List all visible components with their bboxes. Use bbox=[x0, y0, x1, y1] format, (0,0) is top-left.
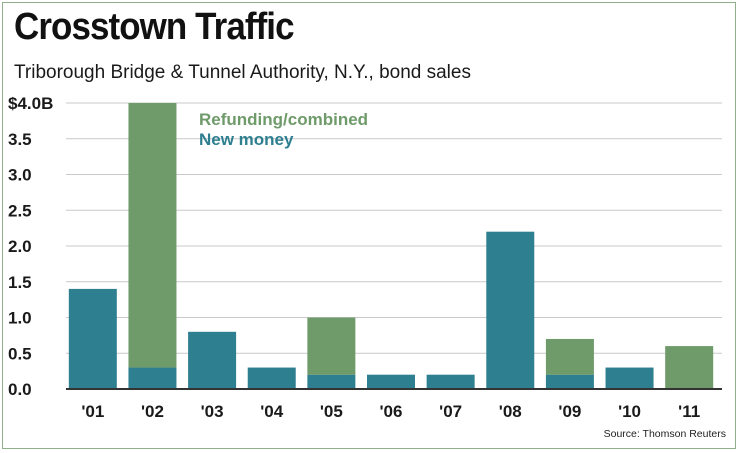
bar-refunding-combined bbox=[545, 338, 594, 375]
chart-subtitle: Triborough Bridge & Tunnel Authority, N.… bbox=[14, 62, 471, 83]
axes: 0.0 0.5 1.0 1.5 2.0 2.5 3.0 3.5 $4.0B '01 '02 '03 '0… bbox=[8, 94, 722, 421]
x-tick-label: '08 bbox=[499, 402, 522, 421]
y-tick-label: 3.0 bbox=[8, 166, 32, 185]
bar-new-money bbox=[426, 374, 475, 389]
bar-refunding-combined bbox=[307, 317, 356, 375]
bar-new-money bbox=[68, 288, 117, 389]
y-tick-label: $4.0B bbox=[8, 94, 53, 113]
x-tick-label: '11 bbox=[678, 402, 700, 421]
bar-new-money bbox=[486, 231, 535, 389]
x-tick-label: '05 bbox=[320, 402, 343, 421]
bar-new-money bbox=[367, 374, 415, 389]
bar-refunding-combined bbox=[128, 103, 177, 368]
y-tick-label: 3.5 bbox=[8, 130, 32, 149]
x-tick-label: '06 bbox=[380, 402, 403, 421]
y-tick-label: 0.5 bbox=[8, 344, 32, 363]
x-tick-label: '03 bbox=[201, 402, 224, 421]
bar-new-money bbox=[188, 331, 237, 389]
legend-refunding-combined: Refunding/combined bbox=[199, 110, 368, 129]
bar-new-money bbox=[128, 367, 177, 389]
y-tick-label: 2.5 bbox=[8, 201, 32, 220]
bars bbox=[68, 103, 714, 389]
x-tick-label: '07 bbox=[439, 402, 462, 421]
x-tick-label: '04 bbox=[260, 402, 283, 421]
bar-new-money bbox=[545, 374, 594, 389]
x-tick-label: '02 bbox=[141, 402, 164, 421]
x-tick-label: '10 bbox=[618, 402, 641, 421]
chart-title: Crosstown Traffic bbox=[14, 6, 295, 48]
source-note: Source: Thomson Reuters bbox=[603, 428, 726, 440]
legend-new-money: New money bbox=[199, 130, 294, 149]
bar-new-money bbox=[605, 367, 654, 389]
x-tick-label: '09 bbox=[558, 402, 581, 421]
y-tick-label: 2.0 bbox=[8, 237, 32, 256]
bar-new-money bbox=[307, 374, 356, 389]
bar-refunding-combined bbox=[665, 346, 714, 389]
bar-new-money bbox=[247, 367, 296, 389]
y-tick-label: 0.0 bbox=[8, 380, 32, 399]
y-tick-label: 1.5 bbox=[8, 273, 32, 292]
x-tick-label: '01 bbox=[81, 402, 104, 421]
y-tick-label: 1.0 bbox=[8, 309, 32, 328]
